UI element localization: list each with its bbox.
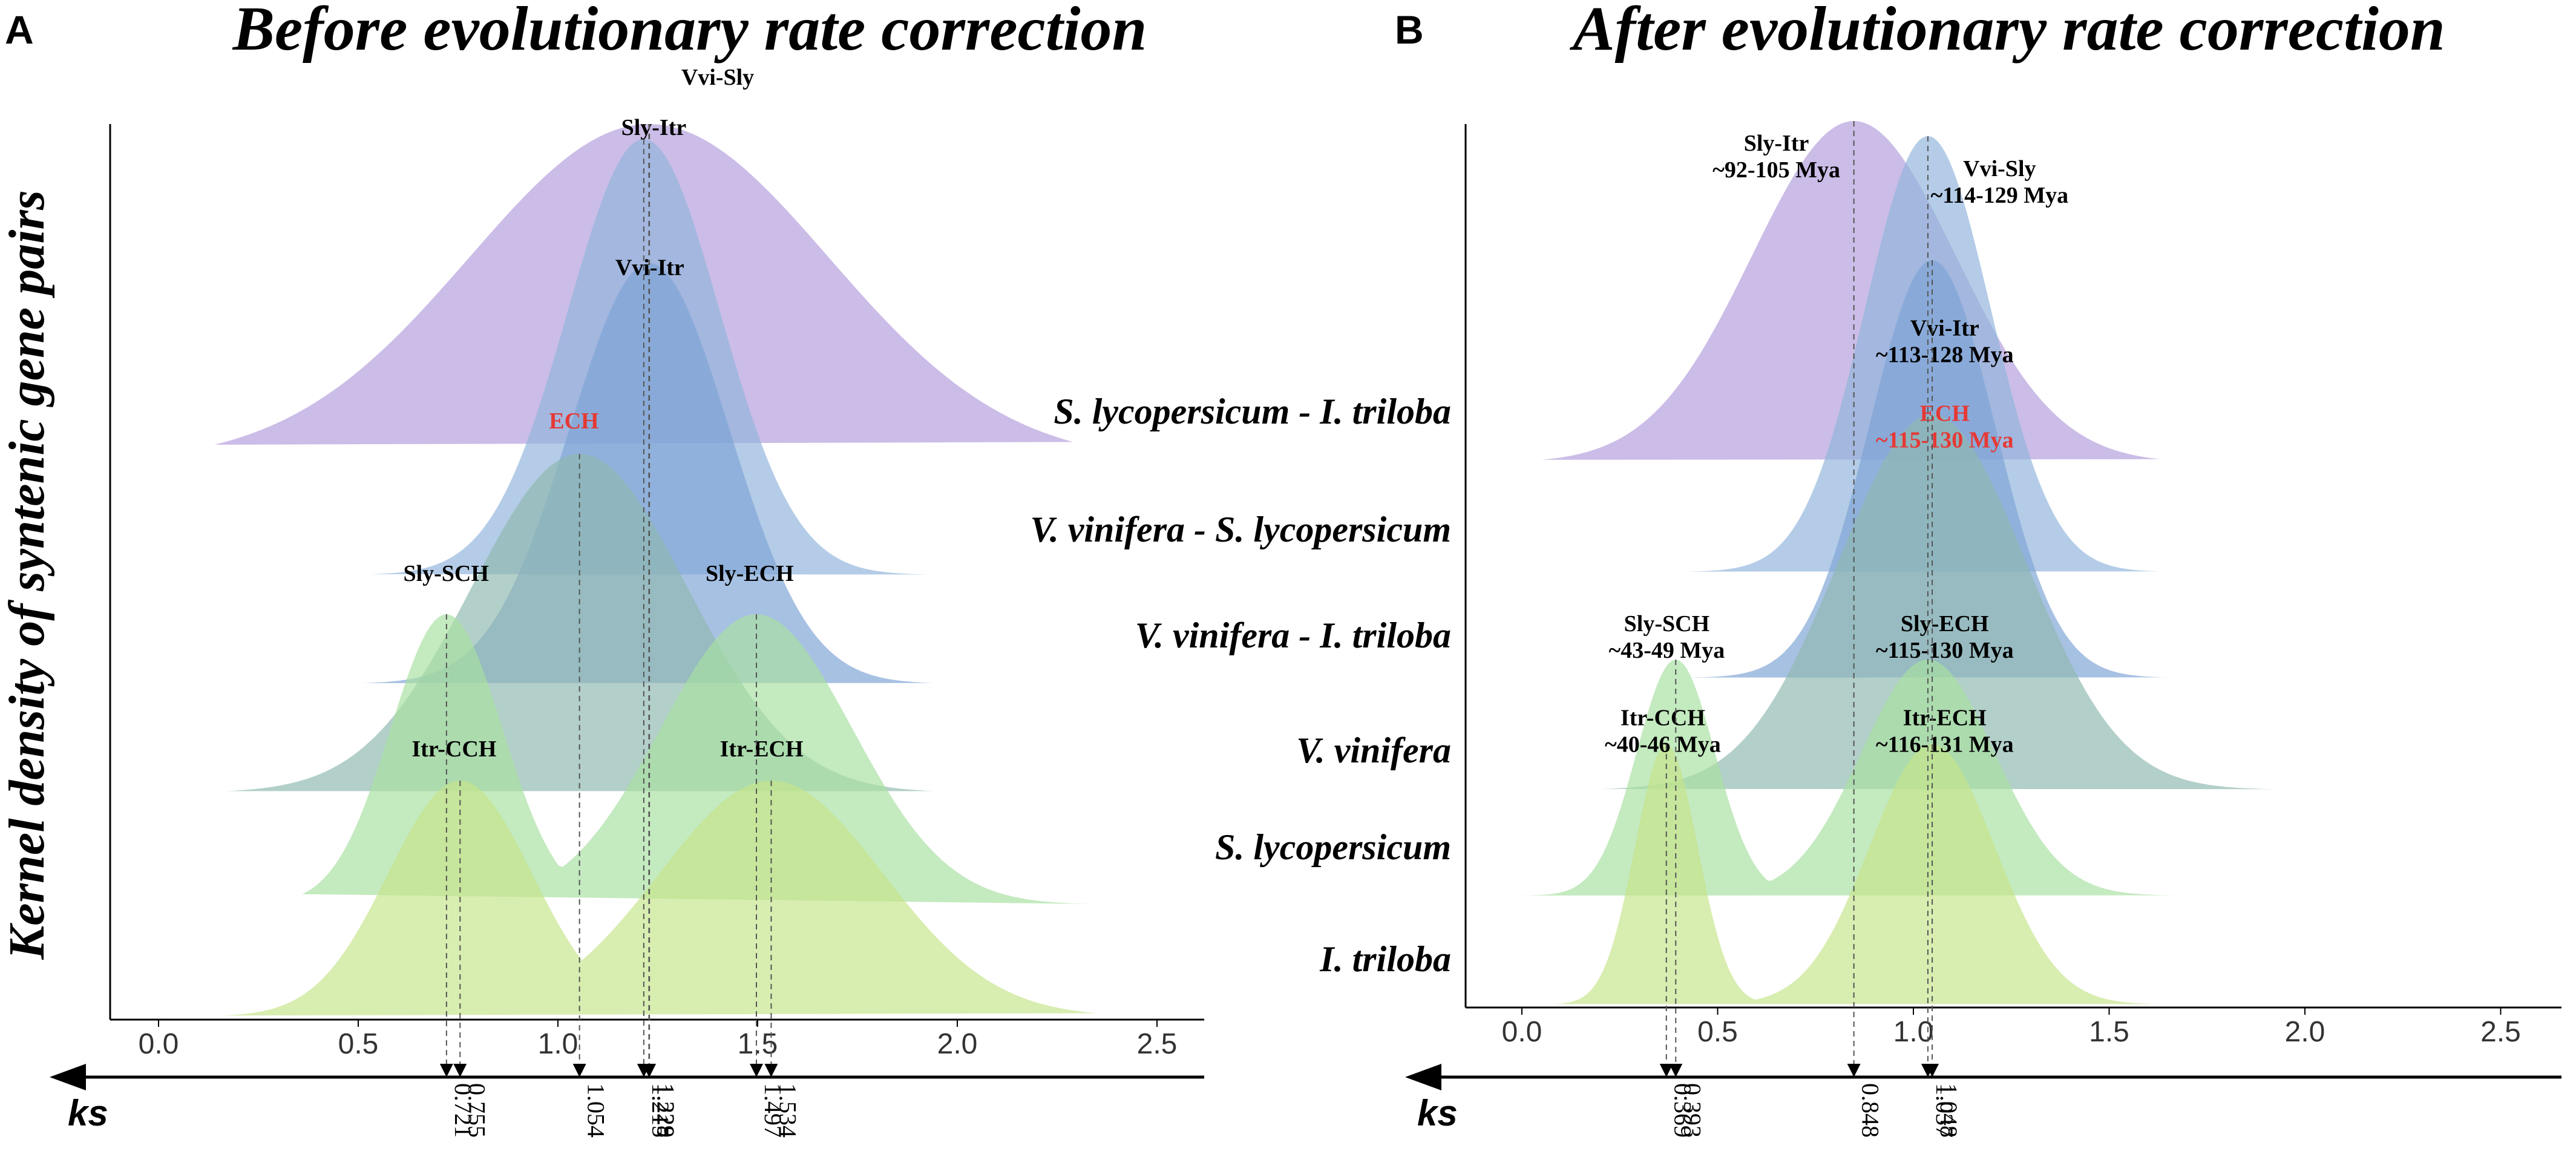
- x-tick-label: 0.5: [1697, 1016, 1738, 1048]
- series-label: ECH: [549, 408, 598, 434]
- series-label: ECH: [1920, 401, 1970, 426]
- x-tick-label: 0.0: [139, 1028, 179, 1060]
- y-axis-label-container: Kernel density of syntenic gene pairs: [0, 190, 55, 960]
- y-axis-label: Kernel density of syntenic gene pairs: [0, 190, 55, 960]
- density-ridge-ech: [1600, 415, 2274, 790]
- peak-value-label: 0.393: [1679, 1083, 1706, 1138]
- series-label: Itr-CCH: [1621, 706, 1705, 731]
- series-label: Sly-ECH: [1901, 611, 1989, 637]
- peak-marker: [572, 1064, 586, 1077]
- ks-caption: ks: [1417, 1093, 1458, 1133]
- peak-value-label: 1.497: [759, 1083, 787, 1138]
- density-ridge-vvi-itr: [362, 263, 934, 683]
- panel-letter: B: [1395, 7, 1424, 52]
- panel-letter: A: [5, 7, 34, 52]
- series-sublabel: ~114-129 Mya: [1930, 183, 2068, 208]
- series-label: Itr-CCH: [411, 736, 496, 762]
- series-sublabel: ~115-130 Mya: [1876, 638, 2014, 663]
- ks-caption: ks: [68, 1093, 108, 1133]
- series-label: Vvi-Itr: [615, 255, 684, 280]
- peak-value-label: 1.534: [774, 1083, 801, 1138]
- series-sublabel: ~43-49 Mya: [1608, 638, 1725, 663]
- ks-arrowhead: [1405, 1064, 1441, 1090]
- peak-value-label: 0.369: [1670, 1083, 1697, 1138]
- x-tick-label: 0.0: [1502, 1016, 1542, 1048]
- row-label: V. vinifera - S. lycopersicum: [1030, 510, 1451, 549]
- peak-value-label: 1.215: [647, 1083, 674, 1138]
- row-label: S. lycopersicum - I. triloba: [1054, 392, 1451, 431]
- series-sublabel: ~40-46 Mya: [1605, 732, 1721, 758]
- peak-marker: [1925, 1064, 1939, 1077]
- x-tick-label: 0.5: [338, 1028, 379, 1060]
- peak-marker: [439, 1064, 453, 1077]
- peak-marker: [1847, 1064, 1861, 1077]
- peak-marker: [1669, 1064, 1683, 1077]
- x-tick-label: 2.5: [2480, 1016, 2521, 1048]
- peak-value-label: 0.848: [1857, 1083, 1884, 1138]
- peak-marker: [453, 1064, 467, 1077]
- peak-value-label: 1.048: [1935, 1083, 1962, 1138]
- peak-value-label: 1.054: [583, 1083, 610, 1138]
- series-sublabel: ~92-105 Mya: [1712, 157, 1840, 183]
- series-label: Sly-Itr: [1744, 131, 1809, 156]
- x-tick-label: 2.0: [937, 1028, 978, 1060]
- x-tick-label: 1.5: [2089, 1016, 2129, 1048]
- peak-marker: [764, 1064, 778, 1077]
- series-label: Itr-ECH: [720, 736, 804, 762]
- peak-value-label: 1.229: [652, 1083, 680, 1138]
- x-tick-label: 1.0: [538, 1028, 578, 1060]
- row-label: V. vinifera - I. triloba: [1135, 615, 1451, 655]
- x-tick-label: 2.0: [2285, 1016, 2325, 1048]
- row-label: V. vinifera: [1296, 730, 1451, 770]
- x-tick-label: 1.0: [1893, 1016, 1934, 1048]
- peak-marker: [643, 1064, 657, 1077]
- row-label: I. triloba: [1319, 939, 1451, 979]
- series-label: Vvi-Sly: [1963, 156, 2036, 182]
- series-sublabel: ~116-131 Mya: [1876, 732, 2014, 758]
- series-label: Sly-ECH: [706, 561, 794, 586]
- series-label: Vvi-Itr: [1910, 316, 1979, 341]
- density-ridge-itr-cch: [222, 781, 1098, 1016]
- peak-marker: [1659, 1064, 1673, 1077]
- series-sublabel: ~113-128 Mya: [1876, 342, 2014, 368]
- x-tick-label: 2.5: [1137, 1028, 1178, 1060]
- peak-value-label: 1.228: [652, 1083, 679, 1138]
- peak-marker: [750, 1064, 764, 1077]
- series-sublabel: ~115-130 Mya: [1876, 427, 2014, 453]
- series-label: Sly-SCH: [403, 561, 488, 586]
- peak-value-label: 0.755: [463, 1083, 490, 1138]
- series-label: Sly-SCH: [1624, 611, 1709, 637]
- peak-value-label: 1.037: [1931, 1083, 1958, 1138]
- chart-title: Before evolutionary rate correction: [232, 0, 1147, 64]
- chart-title: After evolutionary rate correction: [1569, 0, 2445, 64]
- row-label: S. lycopersicum: [1215, 827, 1451, 867]
- density-ridge-itr-cch: [1553, 744, 2160, 1004]
- ks-arrowhead: [50, 1064, 86, 1090]
- peak-value-label: 0.721: [450, 1083, 477, 1138]
- series-label: Itr-ECH: [1903, 706, 1987, 731]
- series-label: Sly-Itr: [621, 115, 687, 140]
- series-label: Vvi-Sly: [681, 65, 754, 90]
